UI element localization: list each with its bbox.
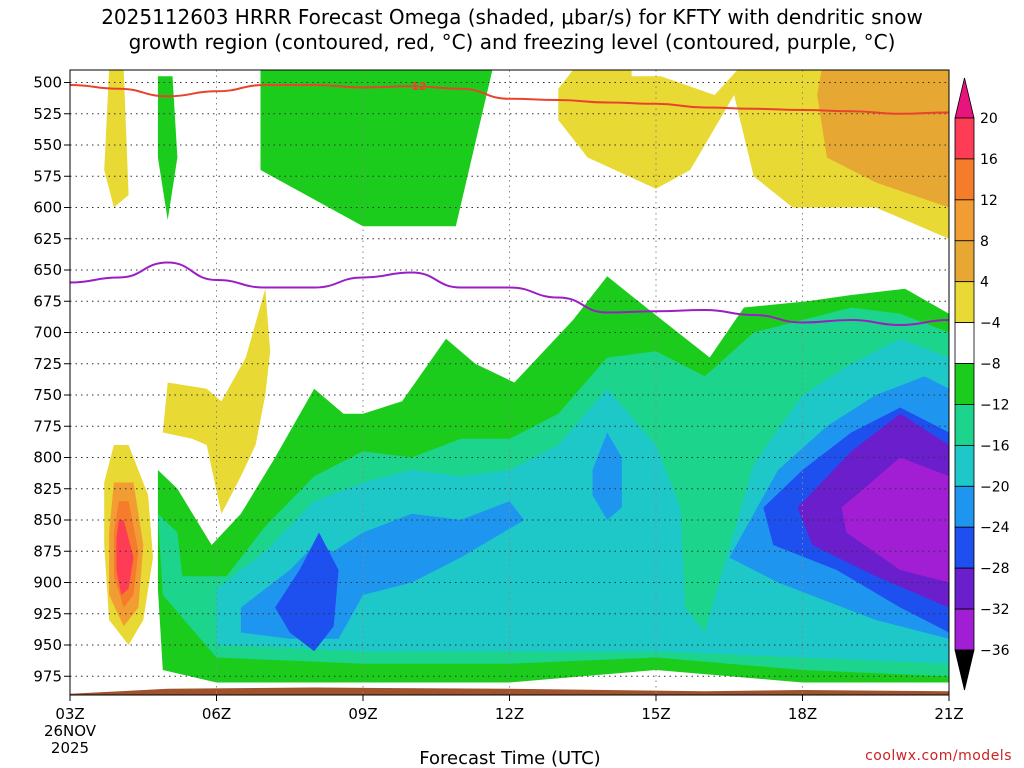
colorbar-swatch-0 <box>954 117 975 160</box>
chart-title-line1: 2025112603 HRRR Forecast Omega (shaded, … <box>101 5 923 29</box>
grid-lines <box>70 70 949 695</box>
x-tick-label-12Z: 12Z <box>495 705 524 723</box>
omega-region-14 <box>592 432 622 520</box>
y-tick-label-725: 725 <box>33 355 62 373</box>
x-tick-label-21Z: 21Z <box>934 705 963 723</box>
colorbar-top-arrow <box>954 77 975 119</box>
x-tick-label-06Z: 06Z <box>202 705 231 723</box>
colorbar-swatch-8 <box>954 444 975 487</box>
chart-title-line2: growth region (contoured, red, °C) and f… <box>129 30 896 54</box>
colorbar-swatch-3 <box>954 240 975 283</box>
freezing-level-contour <box>70 261 949 327</box>
x-tick-label-03Z: 03Z <box>55 705 84 723</box>
terrain-strip <box>70 687 949 695</box>
y-tick-label-775: 775 <box>33 417 62 435</box>
colorbar-label-0: 20 <box>980 111 998 127</box>
colorbar-swatch-1 <box>954 158 975 201</box>
colorbar-swatch-6 <box>954 363 975 405</box>
colorbar: 20 16 12 8 4 −4 −8 −12 −16 −20 −24 −28 −32 −36 <box>954 77 1010 691</box>
colorbar-label-6: −8 <box>980 357 1001 373</box>
dendritic-growth-contour <box>70 84 949 115</box>
colorbar-swatch-5 <box>954 322 975 364</box>
colorbar-label-9: −20 <box>980 479 1010 495</box>
colorbar-swatch-9 <box>954 485 975 528</box>
colorbar-label-8: −16 <box>980 438 1010 454</box>
y-tick-label-625: 625 <box>33 230 62 248</box>
colorbar-label-13: −36 <box>980 643 1010 659</box>
colorbar-label-3: 8 <box>980 234 989 250</box>
y-tick-label-600: 600 <box>33 199 62 217</box>
x-tick-date: 26NOV <box>44 722 97 740</box>
colorbar-label-5: −4 <box>980 316 1001 332</box>
x-tick-year: 2025 <box>51 739 89 757</box>
y-axis: 500 525 550 575 600 625 650 675 700 725 750 775 800 8… <box>33 74 70 685</box>
colorbar-label-7: −12 <box>980 397 1010 413</box>
omega-region-0 <box>104 70 129 208</box>
y-tick-label-825: 825 <box>33 480 62 498</box>
colorbar-label-12: −32 <box>980 602 1010 618</box>
colorbar-bottom-arrow <box>954 649 975 691</box>
y-tick-label-850: 850 <box>33 511 62 529</box>
y-tick-label-975: 975 <box>33 667 62 685</box>
y-tick-label-500: 500 <box>33 74 62 92</box>
x-axis-label: Forecast Time (UTC) <box>419 748 600 768</box>
colorbar-label-4: 4 <box>980 275 989 291</box>
colorbar-swatch-10 <box>954 526 975 569</box>
dendritic-contour-label: -12 <box>407 80 427 93</box>
y-tick-label-750: 750 <box>33 386 62 404</box>
y-tick-label-925: 925 <box>33 605 62 623</box>
colorbar-label-11: −28 <box>980 561 1010 577</box>
colorbar-label-10: −24 <box>980 520 1010 536</box>
omega-region-4 <box>817 70 949 208</box>
contour-lines: -12 <box>70 80 949 327</box>
y-tick-label-800: 800 <box>33 449 62 467</box>
colorbar-label-1: 16 <box>980 152 998 168</box>
y-tick-label-875: 875 <box>33 542 62 560</box>
y-tick-label-550: 550 <box>33 136 62 154</box>
colorbar-swatch-11 <box>954 567 975 610</box>
colorbar-swatch-4 <box>954 281 975 324</box>
y-tick-label-700: 700 <box>33 324 62 342</box>
omega-region-2 <box>260 70 493 227</box>
credit-text: coolwx.com/models <box>865 748 1012 764</box>
y-tick-label-650: 650 <box>33 261 62 279</box>
omega-region-16 <box>275 532 339 652</box>
colorbar-swatch-12 <box>954 608 975 651</box>
y-tick-label-675: 675 <box>33 292 62 310</box>
omega-region-9 <box>116 520 134 595</box>
y-tick-label-575: 575 <box>33 167 62 185</box>
plot-area <box>70 70 949 695</box>
colorbar-label-2: 12 <box>980 193 998 209</box>
omega-region-1 <box>157 76 178 220</box>
colorbar-swatch-7 <box>954 404 975 446</box>
y-tick-label-950: 950 <box>33 636 62 654</box>
x-tick-label-09Z: 09Z <box>348 705 377 723</box>
y-tick-label-525: 525 <box>33 105 62 123</box>
colorbar-swatch-2 <box>954 199 975 242</box>
x-tick-label-15Z: 15Z <box>641 705 670 723</box>
y-tick-label-900: 900 <box>33 574 62 592</box>
x-tick-label-18Z: 18Z <box>788 705 817 723</box>
